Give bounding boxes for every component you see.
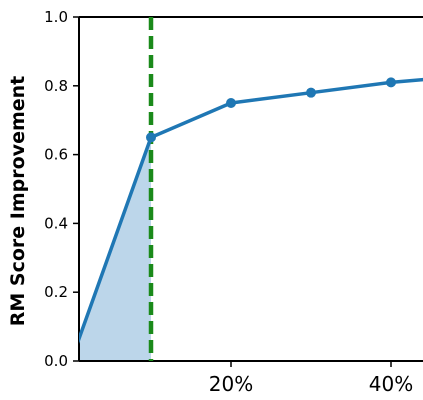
data-point	[306, 87, 316, 98]
ticks-layer: 0.0 0.2 0.4 0.6 0.8 1.0 20% 40%	[44, 8, 413, 396]
shaded-area	[79, 137, 151, 361]
series-line	[79, 77, 423, 344]
x-tick-label: 40%	[369, 372, 413, 396]
y-tick-label: 0.4	[44, 214, 68, 232]
y-axis-label: RM Score Improvement	[7, 76, 29, 326]
data-point	[386, 77, 396, 88]
y-tick-label: 0.2	[44, 283, 68, 301]
shaded-area-layer	[79, 137, 151, 361]
x-tick-label: 20%	[209, 372, 253, 396]
y-tick-label: 0.0	[44, 352, 68, 370]
axes	[78, 16, 423, 362]
data-point	[146, 132, 156, 143]
data-point	[226, 98, 236, 108]
series-layer	[79, 77, 423, 344]
y-tick-label: 0.8	[44, 77, 68, 95]
y-tick-label: 1.0	[44, 8, 68, 26]
y-tick-label: 0.6	[44, 146, 68, 164]
